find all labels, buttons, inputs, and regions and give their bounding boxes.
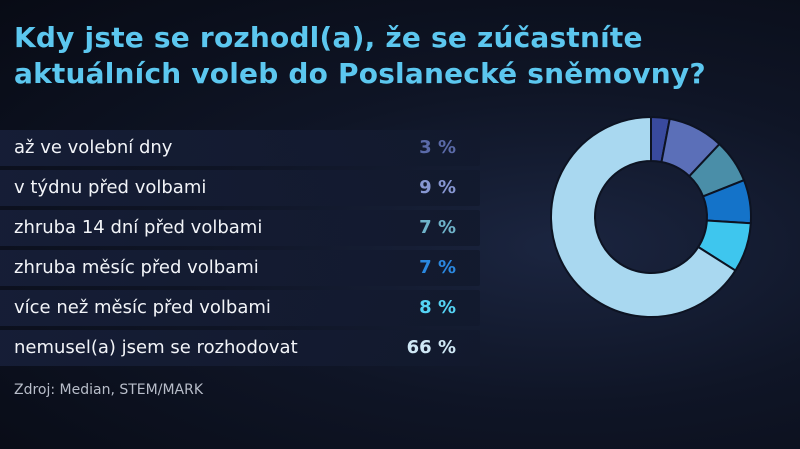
legend-value: 7 % [419, 217, 456, 238]
donut-svg [550, 115, 752, 318]
legend-row: více než měsíc před volbami 8 % [0, 290, 480, 326]
legend-value: 3 % [419, 137, 456, 158]
legend-value: 66 % [406, 337, 456, 358]
legend-table: až ve volební dny 3 % v týdnu před volba… [0, 130, 480, 370]
title-line-2: aktuálních voleb do Poslanecké sněmovny? [14, 57, 706, 90]
legend-row: zhruba 14 dní před volbami 7 % [0, 210, 480, 246]
donut-segment-6 [550, 115, 737, 318]
legend-value: 7 % [419, 257, 456, 278]
legend-label: v týdnu před volbami [14, 177, 207, 198]
legend-row: nemusel(a) jsem se rozhodovat 66 % [0, 330, 480, 366]
legend-value: 8 % [419, 297, 456, 318]
legend-row: zhruba měsíc před volbami 7 % [0, 250, 480, 286]
legend-value: 9 % [419, 177, 456, 198]
legend-row: v týdnu před volbami 9 % [0, 170, 480, 206]
title-line-1: Kdy jste se rozhodl(a), že se zúčastníte [14, 21, 643, 54]
legend-label: nemusel(a) jsem se rozhodovat [14, 337, 298, 358]
legend-label: zhruba 14 dní před volbami [14, 217, 263, 238]
legend-row: až ve volební dny 3 % [0, 130, 480, 166]
chart-title: Kdy jste se rozhodl(a), že se zúčastníte… [14, 20, 794, 92]
legend-label: až ve volební dny [14, 137, 173, 158]
legend-label: zhruba měsíc před volbami [14, 257, 259, 278]
legend-label: více než měsíc před volbami [14, 297, 271, 318]
source-note: Zdroj: Median, STEM/MARK [14, 382, 204, 398]
donut-chart [548, 100, 768, 340]
